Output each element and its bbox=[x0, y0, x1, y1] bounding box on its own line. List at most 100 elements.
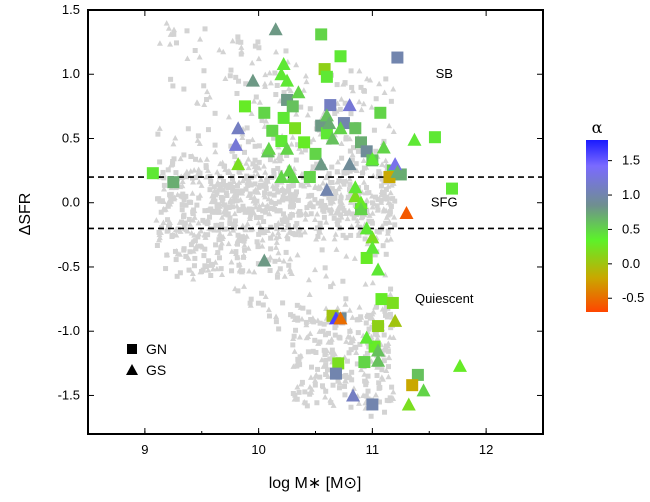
background-point bbox=[382, 196, 388, 202]
background-point bbox=[168, 162, 175, 168]
background-point bbox=[381, 358, 387, 364]
background-point bbox=[216, 237, 222, 243]
background-point bbox=[248, 110, 255, 116]
background-point bbox=[296, 389, 302, 395]
gn-point bbox=[329, 367, 342, 380]
background-point bbox=[229, 37, 236, 44]
background-point bbox=[365, 373, 371, 379]
gn-point bbox=[428, 131, 441, 144]
background-point bbox=[322, 265, 328, 271]
background-point bbox=[332, 332, 338, 338]
background-point bbox=[230, 178, 237, 185]
gn-point bbox=[146, 167, 159, 180]
background-point bbox=[273, 92, 279, 98]
background-point bbox=[312, 266, 319, 273]
background-point bbox=[157, 159, 163, 165]
background-point bbox=[165, 25, 172, 31]
background-point bbox=[219, 214, 226, 220]
background-point bbox=[218, 240, 225, 246]
background-point bbox=[359, 189, 366, 195]
background-point bbox=[192, 47, 198, 53]
background-point bbox=[346, 175, 353, 182]
colorbar: α 1.5 1.0 0.5 0.0 -0.5 bbox=[586, 118, 644, 312]
background-point bbox=[372, 391, 379, 398]
background-point bbox=[319, 383, 325, 389]
background-point bbox=[332, 231, 339, 237]
background-point bbox=[165, 217, 171, 223]
background-point bbox=[188, 199, 194, 205]
y-tick-label: 0.5 bbox=[62, 130, 80, 145]
gn-point bbox=[298, 136, 311, 149]
background-point bbox=[177, 270, 183, 276]
background-point bbox=[341, 169, 347, 175]
background-point bbox=[248, 194, 255, 201]
background-point bbox=[380, 243, 386, 249]
background-point bbox=[212, 142, 218, 148]
gs-point bbox=[231, 121, 246, 135]
background-point bbox=[204, 88, 211, 95]
background-point bbox=[387, 395, 393, 401]
background-point bbox=[302, 216, 309, 222]
background-point bbox=[303, 334, 310, 341]
background-point bbox=[235, 34, 241, 40]
background-point bbox=[192, 238, 198, 244]
background-point bbox=[241, 238, 247, 244]
background-point bbox=[170, 158, 176, 164]
background-point bbox=[221, 202, 227, 208]
background-point bbox=[197, 170, 203, 176]
background-point bbox=[324, 367, 330, 373]
background-point bbox=[226, 230, 233, 236]
background-point bbox=[306, 291, 313, 297]
background-point bbox=[223, 206, 229, 212]
background-point bbox=[287, 255, 294, 262]
background-point bbox=[213, 222, 219, 228]
background-point bbox=[328, 179, 334, 185]
background-point bbox=[260, 208, 266, 214]
region-label: SFG bbox=[431, 195, 458, 210]
background-point bbox=[324, 319, 331, 325]
background-point bbox=[271, 192, 277, 198]
background-point bbox=[330, 280, 337, 286]
background-point bbox=[355, 148, 361, 154]
gs-point bbox=[280, 73, 295, 87]
background-point bbox=[296, 334, 303, 340]
background-point bbox=[387, 211, 393, 217]
gs-point bbox=[371, 262, 386, 276]
background-point bbox=[297, 362, 303, 368]
background-point bbox=[293, 157, 299, 163]
background-point bbox=[240, 203, 246, 209]
background-point bbox=[267, 157, 273, 163]
background-point bbox=[173, 170, 179, 176]
background-point bbox=[336, 217, 342, 223]
background-point bbox=[344, 358, 350, 364]
background-point bbox=[383, 343, 389, 349]
background-point bbox=[343, 135, 349, 141]
background-point bbox=[319, 180, 326, 186]
background-point bbox=[219, 181, 226, 188]
background-point bbox=[233, 203, 240, 209]
gn-point bbox=[167, 176, 180, 189]
background-point bbox=[347, 328, 353, 334]
gn-point bbox=[289, 122, 302, 135]
background-point bbox=[379, 306, 386, 312]
background-point bbox=[332, 111, 338, 117]
background-point bbox=[291, 196, 297, 202]
background-point bbox=[298, 381, 305, 387]
background-point bbox=[155, 131, 161, 137]
background-point bbox=[160, 219, 167, 226]
background-point bbox=[376, 380, 382, 386]
background-point bbox=[273, 48, 280, 55]
background-point bbox=[164, 228, 170, 234]
background-point bbox=[183, 173, 190, 180]
gn-point bbox=[360, 251, 373, 264]
background-point bbox=[346, 307, 353, 313]
x-tick-label: 9 bbox=[141, 442, 148, 457]
background-point bbox=[349, 157, 355, 163]
background-point bbox=[273, 313, 280, 320]
background-point bbox=[260, 163, 267, 169]
background-point bbox=[232, 154, 238, 160]
background-point bbox=[255, 219, 262, 226]
background-point bbox=[168, 76, 174, 82]
background-point bbox=[208, 273, 214, 279]
gs-point bbox=[280, 141, 295, 155]
